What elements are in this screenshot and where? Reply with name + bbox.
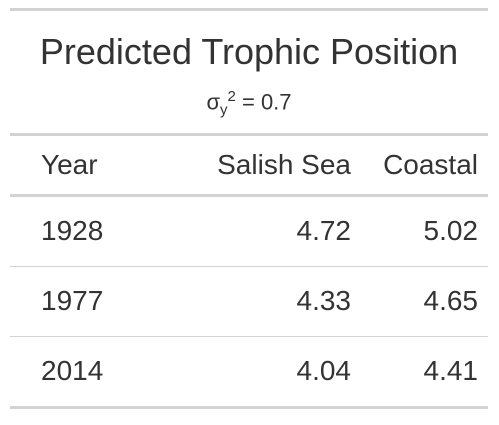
column-header-salish-sea: Salish Sea	[161, 135, 351, 197]
table-row: 1977 4.33 4.65	[10, 266, 488, 337]
subtitle-subscript: y	[220, 101, 228, 119]
cell-year: 1977	[10, 266, 161, 337]
column-header-year: Year	[10, 135, 161, 197]
table-row: 1928 4.72 5.02	[10, 195, 488, 267]
trophic-position-table: Predicted Trophic Position σy2 = 0.7 Yea…	[10, 8, 488, 409]
cell-coastal: 4.65	[351, 266, 488, 337]
cell-coastal: 4.41	[351, 336, 488, 409]
subtitle-value: = 0.7	[235, 89, 292, 115]
cell-year: 2014	[10, 336, 161, 409]
cell-salish-sea: 4.33	[161, 266, 351, 337]
column-header-coastal: Coastal	[351, 135, 488, 197]
cell-salish-sea: 4.04	[161, 336, 351, 409]
table-row: 2014 4.04 4.41	[10, 336, 488, 409]
subtitle-superscript: 2	[227, 88, 236, 105]
header-row: Year Salish Sea Coastal	[10, 135, 488, 197]
header-rule	[10, 132, 488, 136]
data-table: Year Salish Sea Coastal 1928 4.72 5.02 1…	[10, 135, 488, 409]
subtitle-sigma: σ	[206, 89, 221, 115]
cell-year: 1928	[10, 195, 161, 267]
cell-coastal: 5.02	[351, 195, 488, 267]
cell-salish-sea: 4.72	[161, 195, 351, 267]
top-rule	[10, 8, 488, 11]
table-title: Predicted Trophic Position	[39, 31, 459, 72]
table-subtitle: σy2 = 0.7	[10, 83, 488, 125]
